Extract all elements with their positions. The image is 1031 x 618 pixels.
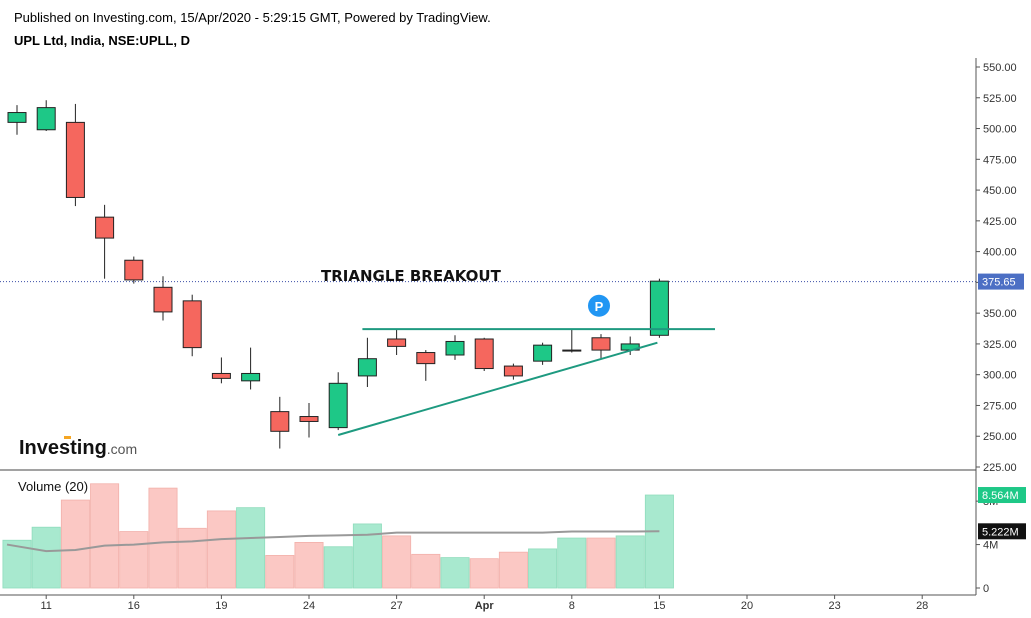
x-tick-label: 28 bbox=[916, 600, 928, 612]
investing-logo: Investing.com bbox=[19, 436, 137, 459]
candle-body bbox=[503, 365, 523, 377]
candle-body bbox=[211, 372, 231, 379]
y-tick-label: 350.00 bbox=[983, 308, 1017, 320]
last-price-label: 375.65 bbox=[982, 277, 1016, 289]
candle-body bbox=[649, 280, 669, 336]
p-marker-icon[interactable] bbox=[588, 294, 610, 317]
volume-bar bbox=[323, 546, 353, 589]
last-volume-label: 8.564M bbox=[982, 490, 1019, 502]
volume-bar bbox=[236, 507, 266, 589]
volume-bar bbox=[31, 526, 61, 589]
support-trendline[interactable] bbox=[337, 341, 658, 436]
candle-body bbox=[36, 107, 56, 131]
last-price-badge bbox=[978, 273, 1024, 290]
x-tick-label: 19 bbox=[215, 600, 227, 612]
volume-bar bbox=[528, 548, 558, 589]
logo-accent-icon bbox=[64, 436, 71, 439]
volume-bar bbox=[644, 494, 674, 589]
ma-volume-badge bbox=[978, 523, 1026, 540]
candle-body bbox=[65, 121, 85, 198]
y-tick-label: 250.00 bbox=[983, 431, 1017, 443]
candle-body bbox=[124, 259, 144, 281]
vol-tick-label: 4M bbox=[983, 540, 998, 552]
candle-body bbox=[474, 338, 494, 370]
p-marker-label: P bbox=[595, 299, 604, 314]
volume-bar bbox=[206, 510, 236, 589]
volume-ma-line bbox=[6, 530, 660, 553]
candle-body bbox=[7, 112, 27, 123]
x-tick-label: 15 bbox=[653, 600, 665, 612]
candle-body bbox=[562, 349, 582, 352]
volume-bar bbox=[557, 537, 587, 589]
volume-bar bbox=[294, 542, 324, 589]
x-tick-label: 24 bbox=[303, 600, 315, 612]
triangle-breakout-label: TRIANGLE BREAKOUT bbox=[321, 267, 502, 285]
published-info: Published on Investing.com, 15/Apr/2020 … bbox=[14, 10, 491, 25]
volume-bar bbox=[119, 531, 149, 589]
volume-bar bbox=[469, 558, 499, 589]
candle-body bbox=[95, 216, 115, 239]
symbol-title: UPL Ltd, India, NSE:UPLL, D bbox=[14, 33, 190, 48]
candle-body bbox=[328, 382, 348, 429]
x-tick-label: 11 bbox=[40, 600, 51, 612]
y-tick-label: 275.00 bbox=[983, 400, 1017, 412]
vol-tick-label: 0 bbox=[983, 583, 989, 595]
volume-bar bbox=[148, 487, 178, 589]
x-tick-label: 8 bbox=[569, 600, 575, 612]
y-tick-label: 525.00 bbox=[983, 93, 1017, 105]
last-volume-badge bbox=[978, 487, 1026, 504]
annotations: TRIANGLE BREAKOUT P bbox=[321, 267, 715, 436]
y-tick-label: 400.00 bbox=[983, 247, 1017, 259]
price-pane bbox=[0, 100, 976, 449]
volume-bar bbox=[177, 527, 207, 589]
candle-body bbox=[416, 352, 436, 365]
x-tick-label: 23 bbox=[828, 600, 840, 612]
candle-body bbox=[241, 372, 261, 382]
ma-volume-label: 5.222M bbox=[982, 526, 1019, 538]
x-tick-label: Apr bbox=[475, 600, 495, 612]
volume-bar bbox=[411, 553, 441, 589]
candle-body bbox=[445, 340, 465, 356]
candle-body bbox=[299, 416, 319, 422]
volume-bar bbox=[498, 551, 528, 589]
y-tick-label: 550.00 bbox=[983, 62, 1017, 74]
volume-bar bbox=[586, 537, 616, 589]
y-tick-label: 300.00 bbox=[983, 370, 1017, 382]
axes: 550.00 525.00 500.00 475.00 450.00 425.00 400.… bbox=[0, 58, 1026, 612]
volume-title: Volume (20) bbox=[18, 479, 88, 494]
x-tick-label: 20 bbox=[741, 600, 753, 612]
y-tick-label: 425.00 bbox=[983, 216, 1017, 228]
y-tick-label: 450.00 bbox=[983, 185, 1017, 197]
volume-pane bbox=[2, 483, 674, 589]
candle-body bbox=[270, 411, 290, 432]
y-tick-label: 325.00 bbox=[983, 339, 1017, 351]
x-tick-label: 27 bbox=[390, 600, 402, 612]
candle-body bbox=[182, 300, 202, 349]
y-tick-label: 225.00 bbox=[983, 462, 1017, 474]
candle-body bbox=[153, 286, 173, 313]
volume-bar bbox=[440, 557, 470, 589]
candle-body bbox=[357, 358, 377, 377]
logo-brand: Investing.com bbox=[19, 437, 137, 459]
y-tick-label: 475.00 bbox=[983, 154, 1017, 166]
candle-body bbox=[387, 338, 407, 347]
volume-bar bbox=[265, 555, 295, 589]
candle-body bbox=[591, 337, 611, 351]
y-tick-label: 500.00 bbox=[983, 124, 1017, 136]
volume-bar bbox=[382, 535, 412, 589]
x-tick-label: 16 bbox=[128, 600, 140, 612]
volume-bar bbox=[615, 535, 645, 589]
volume-bar bbox=[60, 499, 90, 589]
candle-body bbox=[533, 344, 553, 362]
volume-bar bbox=[90, 483, 120, 589]
